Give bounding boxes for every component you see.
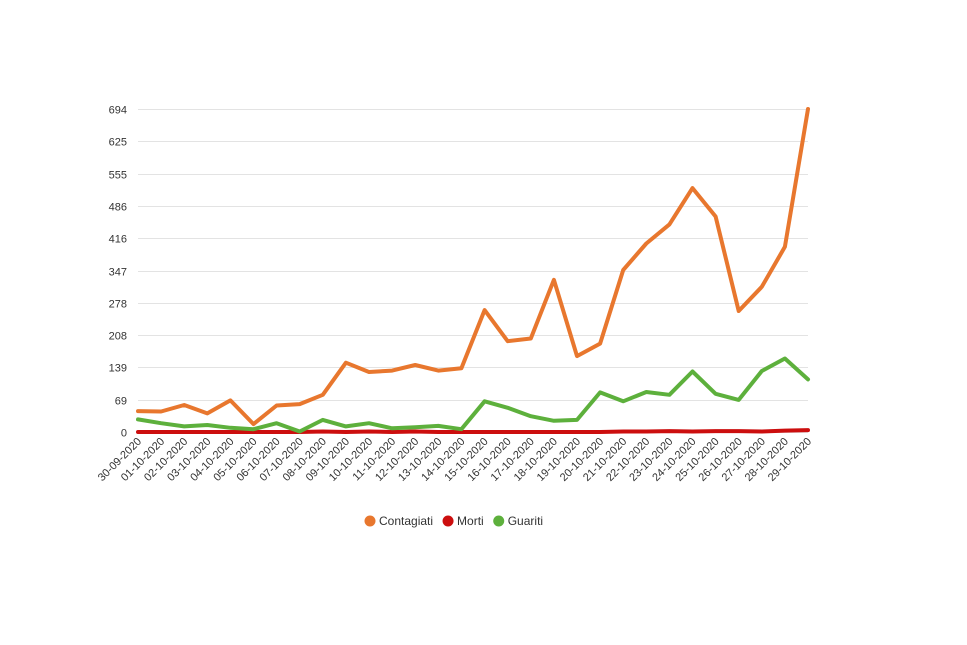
legend-label: Morti xyxy=(457,514,484,528)
series-line-morti xyxy=(136,428,810,434)
y-tick-label: 555 xyxy=(109,170,127,182)
legend[interactable]: Contagiati Morti Guariti xyxy=(364,514,544,528)
legend-item-contagiati[interactable]: Contagiati xyxy=(364,514,434,528)
y-tick-label: 0 xyxy=(121,428,127,440)
legend-label: Guariti xyxy=(508,514,543,528)
y-tick-label: 69 xyxy=(115,396,127,408)
y-tick-label: 416 xyxy=(109,234,127,246)
series-lines xyxy=(136,107,810,434)
grid-lines xyxy=(138,109,808,433)
x-axis-ticks: 30-09-202001-10-202002-10-202003-10-2020… xyxy=(96,436,814,484)
y-tick-label: 625 xyxy=(109,137,127,149)
y-axis-ticks: 0 69 139 208 278 347 416 486 555 625 694 xyxy=(109,105,127,440)
series-line-guariti xyxy=(136,356,810,434)
y-tick-label: 486 xyxy=(109,202,127,214)
legend-item-guariti[interactable]: Guariti xyxy=(493,514,543,528)
y-tick-label: 139 xyxy=(109,363,127,375)
legend-item-morti[interactable]: Morti xyxy=(442,514,484,528)
legend-marker xyxy=(442,515,454,527)
y-tick-label: 347 xyxy=(109,267,127,279)
y-tick-label: 694 xyxy=(109,105,127,117)
legend-marker xyxy=(364,515,376,527)
legend-label: Contagiati xyxy=(379,514,433,528)
y-tick-label: 278 xyxy=(109,299,127,311)
legend-marker xyxy=(493,515,505,527)
y-tick-label: 208 xyxy=(109,331,127,343)
series-line-contagiati xyxy=(136,107,810,427)
